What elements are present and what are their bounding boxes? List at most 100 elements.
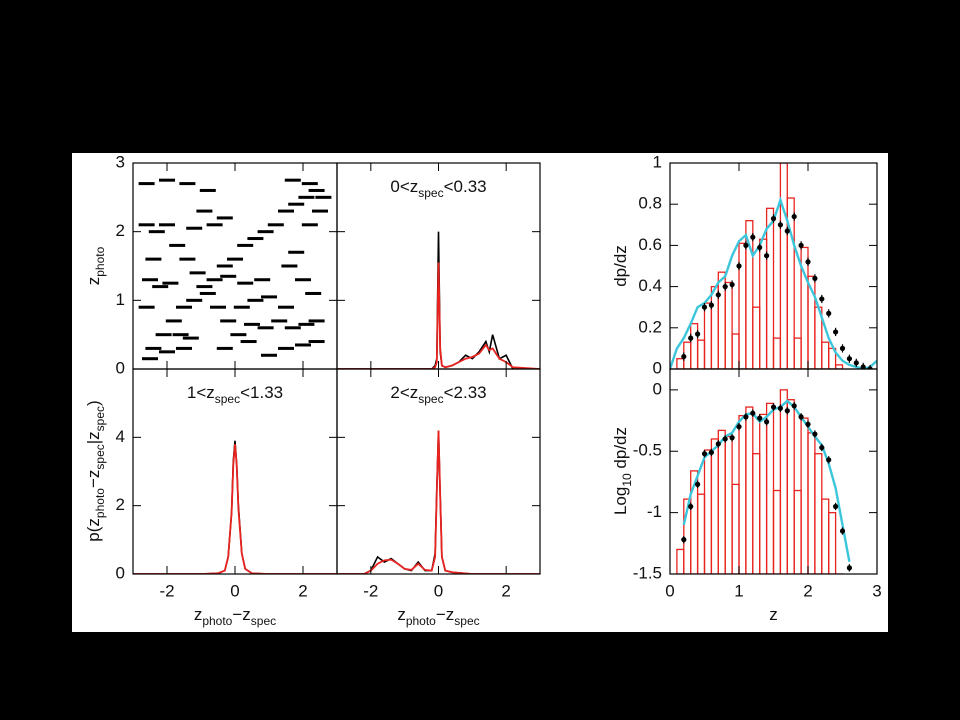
point	[142, 278, 158, 282]
plot-area	[337, 231, 540, 369]
label-part: 0<z	[390, 177, 418, 196]
point	[199, 188, 216, 192]
axes-frame	[336, 368, 541, 575]
data-point	[846, 565, 853, 571]
point	[159, 178, 175, 182]
subscript: photo	[93, 488, 107, 518]
data-point	[805, 259, 811, 265]
point	[298, 195, 315, 199]
point	[220, 319, 237, 323]
label-part: Log	[611, 487, 630, 515]
point	[186, 298, 203, 302]
point	[172, 333, 189, 337]
point	[152, 285, 169, 289]
point	[220, 274, 237, 278]
data-point	[798, 414, 804, 420]
point	[176, 346, 192, 350]
data-point	[819, 444, 825, 451]
plot-area	[337, 430, 540, 574]
point	[237, 281, 254, 285]
point	[179, 257, 196, 261]
point	[244, 322, 260, 326]
subscript: spec	[418, 392, 443, 406]
point	[261, 295, 277, 299]
x-tick-label: 1	[734, 581, 743, 600]
point	[257, 230, 274, 234]
data-point	[729, 435, 735, 441]
y-tick-label: 2	[116, 495, 125, 514]
label-part: −z	[84, 470, 103, 488]
point	[308, 319, 325, 323]
plot-area	[133, 440, 337, 574]
point	[155, 333, 172, 337]
data-point	[715, 441, 721, 447]
data-point	[833, 503, 839, 510]
series-line	[133, 444, 337, 574]
data-point	[757, 244, 763, 251]
label-part: <2.33	[444, 383, 487, 402]
data-point	[805, 421, 811, 427]
x-tick-label: 3	[872, 581, 881, 600]
data-point	[743, 242, 749, 248]
data-point	[757, 415, 763, 421]
point	[148, 230, 165, 234]
point	[159, 223, 175, 227]
point	[284, 178, 301, 182]
x-tick-label: -2	[363, 581, 378, 600]
point	[301, 182, 318, 186]
data-point	[812, 431, 818, 437]
point	[206, 223, 223, 227]
point	[206, 278, 223, 282]
subscript: spec	[454, 614, 479, 628]
x-axis-label: zphoto−zspec	[397, 605, 479, 628]
point	[179, 182, 196, 186]
y-tick-label: 0	[653, 358, 662, 377]
point	[199, 291, 216, 295]
point	[247, 237, 264, 241]
label-part: z	[194, 605, 203, 624]
data-point	[708, 449, 715, 456]
data-point	[715, 292, 721, 298]
label-part: 1<z	[187, 383, 215, 402]
data-point	[867, 366, 873, 369]
label-part: 2<z	[390, 383, 418, 402]
y-tick-label: 0.2	[638, 317, 662, 336]
data-point	[770, 216, 777, 222]
data-point	[695, 331, 701, 337]
label-part: dp/dz	[611, 427, 630, 473]
plot-area	[676, 389, 853, 574]
y-tick-label: 2	[116, 221, 125, 240]
point	[278, 346, 294, 350]
point	[237, 243, 254, 247]
subscript: photo	[93, 246, 107, 276]
point	[165, 319, 182, 323]
panel-annotation: 2<zspec<2.33	[390, 383, 486, 406]
data-point	[681, 354, 687, 360]
data-point	[750, 410, 756, 416]
data-point	[784, 228, 790, 234]
data-point	[860, 364, 866, 369]
data-point	[736, 424, 742, 430]
label-part: z	[84, 277, 103, 286]
x-tick-label: 2	[298, 581, 307, 600]
point	[227, 257, 243, 261]
point	[145, 257, 162, 261]
figure-background	[72, 153, 888, 632]
y-tick-label: -1	[647, 502, 662, 521]
point	[288, 202, 305, 206]
point	[247, 298, 264, 302]
point	[196, 285, 213, 289]
label-part: dp/dz	[611, 245, 630, 287]
y-tick-label: -1.5	[633, 563, 662, 582]
point	[315, 195, 332, 199]
data-point	[819, 296, 825, 302]
label-part: −z	[436, 605, 454, 624]
data-point	[688, 335, 694, 341]
data-point	[853, 360, 859, 366]
y-tick-label: 3	[116, 152, 125, 171]
point	[298, 322, 315, 326]
point	[233, 305, 250, 309]
label-part: z	[769, 605, 778, 624]
y-tick-label: 0	[116, 358, 125, 377]
